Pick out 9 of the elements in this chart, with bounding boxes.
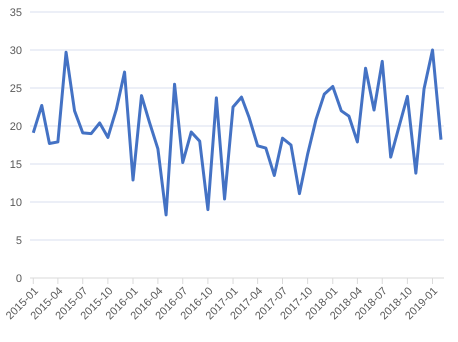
y-tick-label: 35: [10, 6, 22, 19]
y-tick-label: 20: [10, 120, 22, 133]
y-tick-label: 30: [10, 44, 22, 57]
y-tick-label: 25: [10, 82, 22, 95]
y-tick-label: 15: [10, 158, 22, 171]
line-series: [32, 48, 442, 216]
y-tick-label: 5: [16, 234, 22, 247]
y-tick-label: 0: [16, 272, 22, 285]
y-tick-label: 10: [10, 196, 22, 209]
